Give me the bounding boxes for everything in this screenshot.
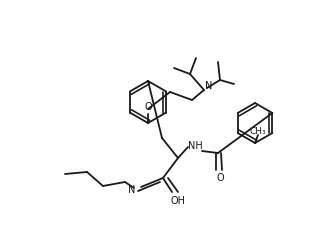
- Text: CH₃: CH₃: [250, 128, 266, 136]
- Text: N: N: [205, 81, 213, 91]
- Text: OH: OH: [171, 196, 185, 206]
- Text: O: O: [216, 173, 224, 183]
- Text: NH: NH: [188, 141, 202, 151]
- Text: O: O: [144, 102, 152, 112]
- Text: N: N: [128, 185, 136, 195]
